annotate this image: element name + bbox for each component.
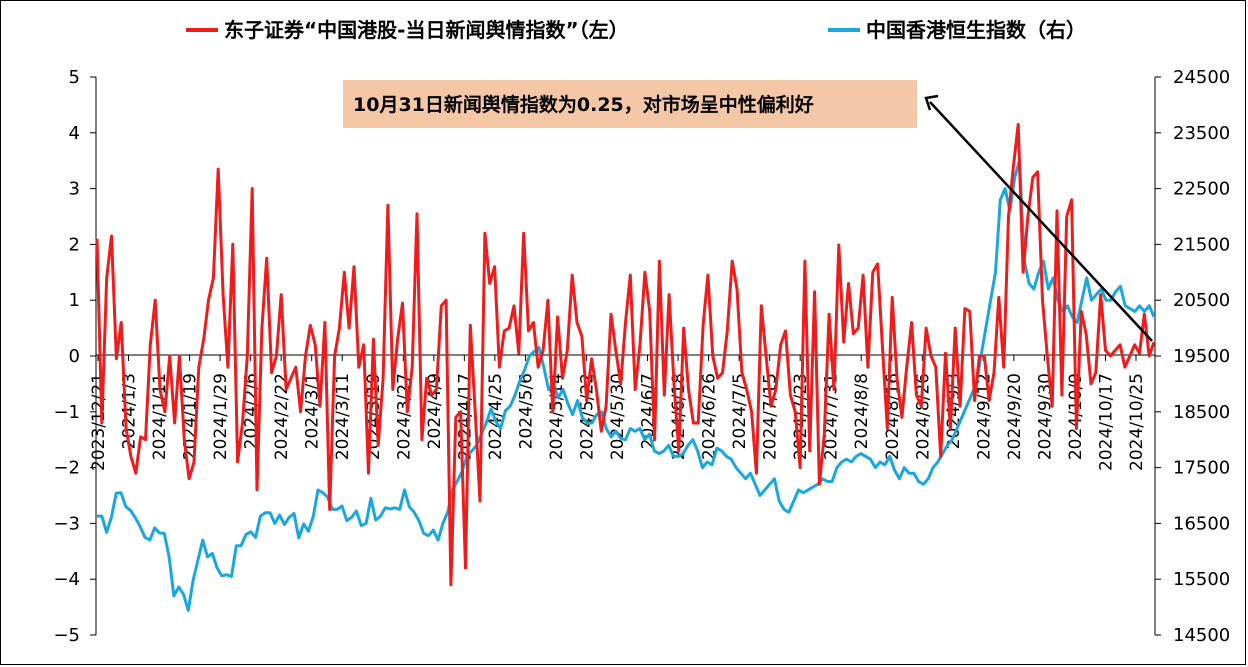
x-tick-label: 2024/6/26 <box>700 373 720 460</box>
x-tick-label: 2024/8/26 <box>913 373 933 460</box>
x-tick-label: 2024/5/30 <box>608 373 628 460</box>
right-tick-label: 16500 <box>1173 513 1230 534</box>
right-tick-label: 20500 <box>1173 290 1230 311</box>
x-tick-label: 2024/5/6 <box>516 373 536 449</box>
legend: 东子证券“中国港股-当日新闻舆情指数”（左） 中国香港恒生指数（右） <box>186 18 1086 42</box>
left-tick-label: 3 <box>69 179 80 200</box>
left-y-axis: −5 −4 −3 −2 −1 0 1 2 3 4 5 <box>53 67 97 646</box>
legend-label-sentiment: 东子证券“中国港股-当日新闻舆情指数”（左） <box>224 18 629 42</box>
right-tick-label: 22500 <box>1173 179 1230 200</box>
x-tick-label: 2024/7/5 <box>730 373 750 449</box>
x-tick-label: 2024/10/25 <box>1127 373 1147 471</box>
annotation-arrow <box>929 101 1153 342</box>
left-tick-label: 5 <box>69 67 80 88</box>
left-tick-label: −4 <box>53 569 80 590</box>
right-tick-label: 18500 <box>1173 402 1230 423</box>
annotation-text: 10月31日新闻舆情指数为0.25，对市场呈中性偏利好 <box>353 93 814 116</box>
x-tick-label: 2024/8/8 <box>852 373 872 449</box>
x-tick-label: 2024/1/3 <box>120 373 140 449</box>
x-tick-label: 2024/9/20 <box>1005 373 1025 460</box>
left-tick-label: 2 <box>69 234 80 255</box>
x-tick-label: 2024/5/22 <box>577 373 597 460</box>
left-tick-label: −5 <box>53 625 80 646</box>
left-tick-label: −2 <box>53 458 80 479</box>
right-tick-label: 15500 <box>1173 569 1230 590</box>
right-tick-label: 19500 <box>1173 346 1230 367</box>
right-tick-label: 14500 <box>1173 625 1230 646</box>
right-tick-label: 21500 <box>1173 234 1230 255</box>
x-tick-label: 2024/2/22 <box>272 373 292 460</box>
annotation-box <box>343 80 917 128</box>
left-tick-label: 1 <box>69 290 80 311</box>
left-tick-label: −1 <box>53 402 80 423</box>
right-y-axis: 14500 15500 16500 17500 18500 19500 20500 21500… <box>1154 67 1230 646</box>
right-tick-label: 17500 <box>1173 458 1230 479</box>
x-tick-label: 2024/10/17 <box>1096 373 1116 471</box>
annotation: 10月31日新闻舆情指数为0.25，对市场呈中性偏利好 <box>343 80 1153 342</box>
series-line-sentiment <box>95 122 1156 587</box>
x-tick-label: 2024/1/29 <box>211 373 231 460</box>
left-tick-label: −3 <box>53 513 80 534</box>
left-tick-label: 4 <box>69 123 80 144</box>
annotation-arrowhead <box>924 94 939 111</box>
right-tick-label: 23500 <box>1173 123 1230 144</box>
x-tick-label: 2024/3/11 <box>333 373 353 460</box>
x-tick-label: 2023/12/21 <box>89 373 109 471</box>
x-tick-label: 2024/4/25 <box>486 373 506 460</box>
left-tick-label: 0 <box>69 346 80 367</box>
right-tick-label: 24500 <box>1173 67 1230 88</box>
legend-label-hsi: 中国香港恒生指数（右） <box>866 18 1086 42</box>
